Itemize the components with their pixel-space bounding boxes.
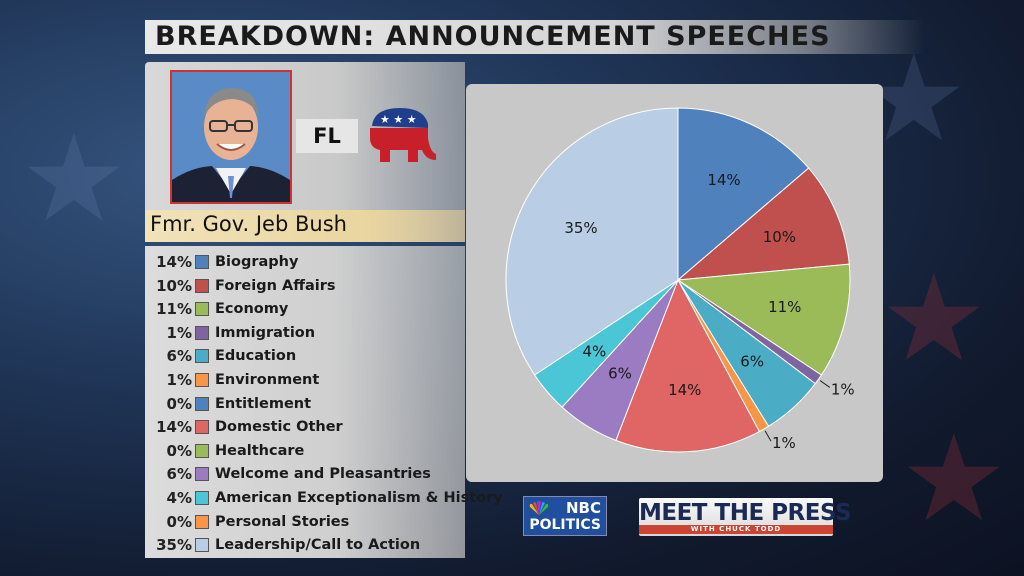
legend-value: 6%	[166, 465, 192, 484]
peacock-icon	[529, 501, 549, 515]
legend-label: Personal Stories	[215, 513, 350, 530]
legend-value: 0%	[166, 441, 192, 460]
pie-slice-label: 4%	[583, 343, 607, 361]
legend-value: 1%	[166, 323, 192, 342]
legend-item: 14% Domestic Other	[150, 417, 343, 437]
legend-swatch	[195, 373, 209, 387]
pie-slice-label: 10%	[763, 228, 796, 246]
legend-value: 14%	[156, 418, 192, 437]
pie-slice	[505, 107, 679, 376]
legend-item: 4% American Exceptionalism & History	[150, 488, 503, 508]
pie-chart: 14%10%11%1%6%1%14%6%4%35%	[505, 107, 855, 453]
legend-label: Immigration	[215, 324, 316, 341]
legend-item: 1% Immigration	[150, 323, 316, 343]
mtp-logo-subtitle: WITH CHUCK TODD	[639, 525, 833, 534]
legend-item: 14% Biography	[150, 252, 298, 272]
state-label: FL	[296, 119, 358, 153]
legend-swatch	[195, 349, 209, 364]
legend-label: Foreign Affairs	[215, 277, 336, 294]
nbc-logo-line2: POLITICS	[529, 517, 601, 533]
legend-label: Leadership/Call to Action	[215, 537, 421, 554]
pie-leader-line	[819, 380, 831, 388]
pie-slice-label: 14%	[707, 171, 740, 189]
pie-slice	[677, 107, 810, 282]
meet-the-press-logo: MEET THE PRESS WITH CHUCK TODD	[639, 498, 852, 536]
legend-item: 11% Economy	[150, 299, 288, 319]
legend-swatch	[195, 467, 209, 482]
pie-slice	[615, 278, 761, 453]
legend-swatch	[195, 443, 209, 458]
legend-label: Biography	[215, 254, 299, 270]
legend-swatch	[195, 255, 209, 269]
pie-slice-label: 11%	[768, 298, 801, 316]
svg-text:★ ★ ★: ★ ★ ★	[380, 113, 417, 126]
background-star: ★	[20, 110, 128, 249]
legend-value: 1%	[166, 371, 192, 389]
pie-slice-label: 1%	[772, 434, 796, 452]
title-bar	[145, 20, 925, 54]
candidate-photo	[170, 70, 292, 204]
legend-label: Education	[215, 348, 297, 365]
legend-swatch	[195, 491, 209, 505]
nbc-politics-logo: NBC POLITICS	[523, 496, 607, 536]
legend-value: 14%	[156, 253, 192, 271]
pie-slice-label: 6%	[608, 365, 632, 383]
legend-value: 6%	[166, 347, 192, 366]
legend-value: 4%	[166, 489, 192, 507]
legend-item: 35% Leadership/Call to Action	[150, 535, 420, 555]
legend-swatch	[195, 396, 209, 411]
legend-swatch	[195, 278, 209, 293]
name-bar	[145, 210, 465, 242]
legend-label: Welcome and Pleasantries	[215, 466, 431, 483]
pie-slice	[676, 167, 850, 281]
nbc-logo-line1: NBC	[566, 499, 601, 517]
pie-leader-line	[764, 430, 772, 442]
legend-item: 0% Entitlement	[150, 394, 312, 414]
page-title: BREAKDOWN: ANNOUNCEMENT SPEECHES	[155, 21, 831, 52]
pie-slice-label: 1%	[831, 380, 855, 398]
legend-item: 6% Welcome and Pleasantries	[150, 464, 431, 484]
legend-value: 11%	[156, 300, 192, 319]
legend-item: 6% Education	[150, 346, 297, 366]
legend-item: 0% Personal Stories	[150, 512, 350, 532]
legend-value: 0%	[166, 394, 192, 413]
legend-label: Healthcare	[215, 442, 305, 459]
legend-item: 1% Environment	[150, 370, 320, 390]
legend-value: 10%	[156, 276, 192, 295]
legend-value: 0%	[166, 512, 192, 531]
pie-slice-label: 6%	[740, 352, 764, 370]
legend-item: 0% Healthcare	[150, 441, 305, 461]
legend-item: 10% Foreign Affairs	[150, 276, 336, 296]
legend-label: Economy	[215, 301, 289, 318]
pie-slice-label: 14%	[668, 381, 701, 399]
republican-elephant-icon: ★ ★ ★	[366, 104, 438, 166]
background-star: ★	[900, 410, 1008, 549]
mtp-logo-title: MEET THE PRESS	[639, 500, 852, 526]
pie-slice-label: 35%	[564, 219, 597, 237]
background-star: ★	[880, 250, 988, 389]
legend-swatch	[195, 302, 209, 317]
legend-swatch	[195, 514, 209, 529]
legend-swatch	[195, 325, 209, 340]
legend-label: Environment	[215, 372, 320, 388]
legend-label: Domestic Other	[215, 419, 343, 436]
legend-label: American Exceptionalism & History	[215, 490, 503, 506]
legend-label: Entitlement	[215, 395, 312, 412]
pie-slice	[676, 263, 851, 376]
legend-value: 35%	[156, 536, 192, 555]
legend-swatch	[195, 420, 209, 435]
legend-swatch	[195, 538, 209, 553]
candidate-name: Fmr. Gov. Jeb Bush	[150, 212, 347, 236]
